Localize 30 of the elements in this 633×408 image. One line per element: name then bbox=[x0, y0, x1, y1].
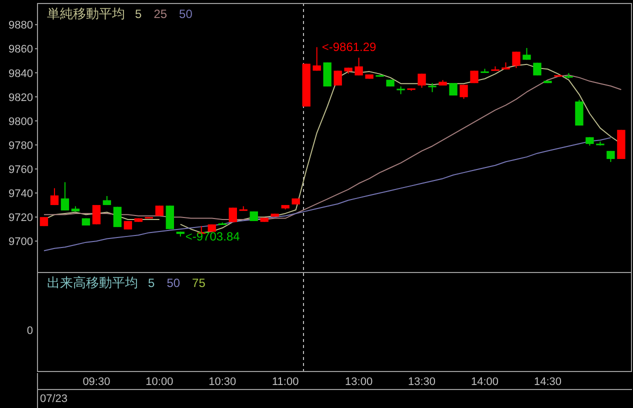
x-tick-label: 13:30 bbox=[408, 376, 436, 388]
annotation: <-9703.84 bbox=[185, 230, 240, 244]
x-tick-label: 14:00 bbox=[470, 376, 499, 388]
y-tick-label: 9800 bbox=[8, 116, 33, 128]
annotation: 75 bbox=[192, 276, 206, 290]
text: 07/23 bbox=[40, 393, 68, 405]
x-tick-label: 09:30 bbox=[82, 376, 110, 388]
y-tick-label: 9840 bbox=[8, 68, 33, 80]
annotation: 5 bbox=[148, 276, 155, 290]
y-tick-label: 9700 bbox=[8, 236, 33, 248]
x-tick-label: 11:00 bbox=[272, 376, 299, 388]
text: 25 bbox=[154, 7, 168, 21]
x-tick-label: 10:30 bbox=[208, 376, 236, 388]
y-tick-label: 9740 bbox=[8, 188, 33, 200]
x-tick-label: 14:30 bbox=[534, 376, 562, 388]
y-tick-label: 9860 bbox=[8, 44, 33, 56]
annotation: <-9861.29 bbox=[322, 40, 377, 54]
y-tick-label: 9760 bbox=[8, 164, 33, 176]
y-tick-label: 9720 bbox=[8, 212, 33, 224]
y-tick-label: 9780 bbox=[8, 140, 33, 152]
x-tick-label: 13:00 bbox=[345, 376, 373, 388]
text: 0 bbox=[26, 325, 33, 337]
y-tick-label: 9820 bbox=[8, 92, 33, 104]
annotation: 50 bbox=[166, 276, 180, 290]
text: 5 bbox=[135, 7, 142, 21]
y-tick-label: 9880 bbox=[8, 20, 33, 32]
text: 50 bbox=[179, 7, 193, 21]
text: 出来高移動平均 bbox=[47, 275, 138, 290]
chart-title: 単純移動平均 bbox=[47, 6, 125, 21]
x-tick-label: 10:00 bbox=[146, 376, 174, 388]
